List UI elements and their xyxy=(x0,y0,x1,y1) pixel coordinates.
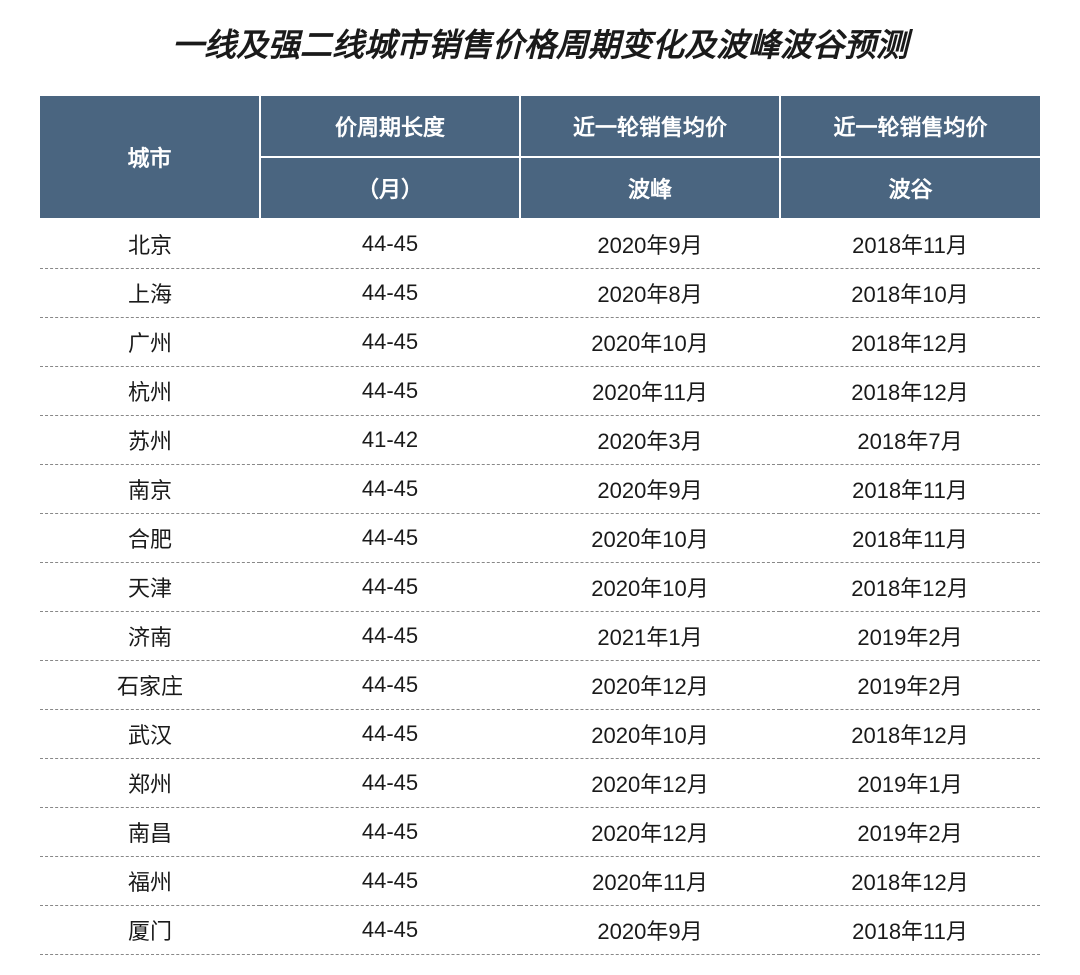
header-peak-top: 近一轮销售均价 xyxy=(520,96,780,157)
cell-cycle: 44-45 xyxy=(260,661,520,710)
cell-trough: 2018年12月 xyxy=(780,318,1040,367)
table-row: 济南44-452021年1月2019年2月 xyxy=(40,612,1040,661)
cell-cycle: 44-45 xyxy=(260,808,520,857)
cell-city: 上海 xyxy=(40,269,260,318)
cell-peak: 2020年10月 xyxy=(520,318,780,367)
cell-peak: 2020年9月 xyxy=(520,219,780,269)
cell-trough: 2018年10月 xyxy=(780,269,1040,318)
cell-trough: 2019年2月 xyxy=(780,661,1040,710)
cell-city: 厦门 xyxy=(40,906,260,955)
cell-trough: 2018年11月 xyxy=(780,465,1040,514)
cell-peak: 2020年12月 xyxy=(520,808,780,857)
cell-peak: 2020年10月 xyxy=(520,563,780,612)
cell-trough: 2019年1月 xyxy=(780,759,1040,808)
cell-cycle: 41-42 xyxy=(260,416,520,465)
cell-city: 石家庄 xyxy=(40,661,260,710)
cell-city: 济南 xyxy=(40,612,260,661)
cell-cycle: 44-45 xyxy=(260,857,520,906)
cell-trough: 2018年7月 xyxy=(780,416,1040,465)
cell-peak: 2021年1月 xyxy=(520,612,780,661)
header-cycle-top: 价周期长度 xyxy=(260,96,520,157)
cell-city: 苏州 xyxy=(40,416,260,465)
cell-trough: 2018年12月 xyxy=(780,563,1040,612)
cell-peak: 2020年11月 xyxy=(520,367,780,416)
cell-peak: 2020年9月 xyxy=(520,465,780,514)
table-row: 南昌44-452020年12月2019年2月 xyxy=(40,808,1040,857)
table-row: 北京44-452020年9月2018年11月 xyxy=(40,219,1040,269)
table-row: 武汉44-452020年10月2018年12月 xyxy=(40,710,1040,759)
cell-trough: 2018年11月 xyxy=(780,906,1040,955)
table-row: 苏州41-422020年3月2018年7月 xyxy=(40,416,1040,465)
cell-cycle: 44-45 xyxy=(260,318,520,367)
cell-peak: 2020年12月 xyxy=(520,759,780,808)
table-row: 石家庄44-452020年12月2019年2月 xyxy=(40,661,1040,710)
cell-peak: 2020年12月 xyxy=(520,661,780,710)
header-peak-sub: 波峰 xyxy=(520,157,780,219)
cell-city: 北京 xyxy=(40,219,260,269)
cell-city: 南京 xyxy=(40,465,260,514)
header-trough-sub: 波谷 xyxy=(780,157,1040,219)
cell-city: 福州 xyxy=(40,857,260,906)
cell-trough: 2018年12月 xyxy=(780,857,1040,906)
cell-peak: 2020年8月 xyxy=(520,269,780,318)
cell-cycle: 44-45 xyxy=(260,563,520,612)
cell-cycle: 44-45 xyxy=(260,710,520,759)
cell-peak: 2020年3月 xyxy=(520,416,780,465)
cell-trough: 2019年2月 xyxy=(780,808,1040,857)
cell-city: 南昌 xyxy=(40,808,260,857)
cell-peak: 2020年10月 xyxy=(520,710,780,759)
cell-cycle: 44-45 xyxy=(260,514,520,563)
price-cycle-table: 城市 价周期长度 近一轮销售均价 近一轮销售均价 （月） 波峰 波谷 北京44-… xyxy=(40,96,1040,955)
header-cycle-sub: （月） xyxy=(260,157,520,219)
header-city: 城市 xyxy=(40,96,260,219)
cell-peak: 2020年11月 xyxy=(520,857,780,906)
table-row: 天津44-452020年10月2018年12月 xyxy=(40,563,1040,612)
page-title: 一线及强二线城市销售价格周期变化及波峰波谷预测 xyxy=(40,20,1040,66)
cell-trough: 2018年11月 xyxy=(780,219,1040,269)
table-row: 福州44-452020年11月2018年12月 xyxy=(40,857,1040,906)
cell-city: 杭州 xyxy=(40,367,260,416)
table-header-row-1: 城市 价周期长度 近一轮销售均价 近一轮销售均价 xyxy=(40,96,1040,157)
table-row: 厦门44-452020年9月2018年11月 xyxy=(40,906,1040,955)
cell-cycle: 44-45 xyxy=(260,219,520,269)
cell-cycle: 44-45 xyxy=(260,906,520,955)
table-row: 杭州44-452020年11月2018年12月 xyxy=(40,367,1040,416)
table-row: 合肥44-452020年10月2018年11月 xyxy=(40,514,1040,563)
table-row: 南京44-452020年9月2018年11月 xyxy=(40,465,1040,514)
table-row: 广州44-452020年10月2018年12月 xyxy=(40,318,1040,367)
cell-city: 合肥 xyxy=(40,514,260,563)
cell-cycle: 44-45 xyxy=(260,465,520,514)
cell-trough: 2019年2月 xyxy=(780,612,1040,661)
cell-cycle: 44-45 xyxy=(260,759,520,808)
header-trough-top: 近一轮销售均价 xyxy=(780,96,1040,157)
cell-trough: 2018年12月 xyxy=(780,367,1040,416)
cell-cycle: 44-45 xyxy=(260,269,520,318)
table-body: 北京44-452020年9月2018年11月上海44-452020年8月2018… xyxy=(40,219,1040,955)
cell-trough: 2018年11月 xyxy=(780,514,1040,563)
cell-city: 广州 xyxy=(40,318,260,367)
table-row: 郑州44-452020年12月2019年1月 xyxy=(40,759,1040,808)
table-row: 上海44-452020年8月2018年10月 xyxy=(40,269,1040,318)
cell-cycle: 44-45 xyxy=(260,612,520,661)
cell-peak: 2020年10月 xyxy=(520,514,780,563)
cell-city: 郑州 xyxy=(40,759,260,808)
cell-city: 武汉 xyxy=(40,710,260,759)
cell-cycle: 44-45 xyxy=(260,367,520,416)
cell-peak: 2020年9月 xyxy=(520,906,780,955)
cell-trough: 2018年12月 xyxy=(780,710,1040,759)
cell-city: 天津 xyxy=(40,563,260,612)
table-header: 城市 价周期长度 近一轮销售均价 近一轮销售均价 （月） 波峰 波谷 xyxy=(40,96,1040,219)
